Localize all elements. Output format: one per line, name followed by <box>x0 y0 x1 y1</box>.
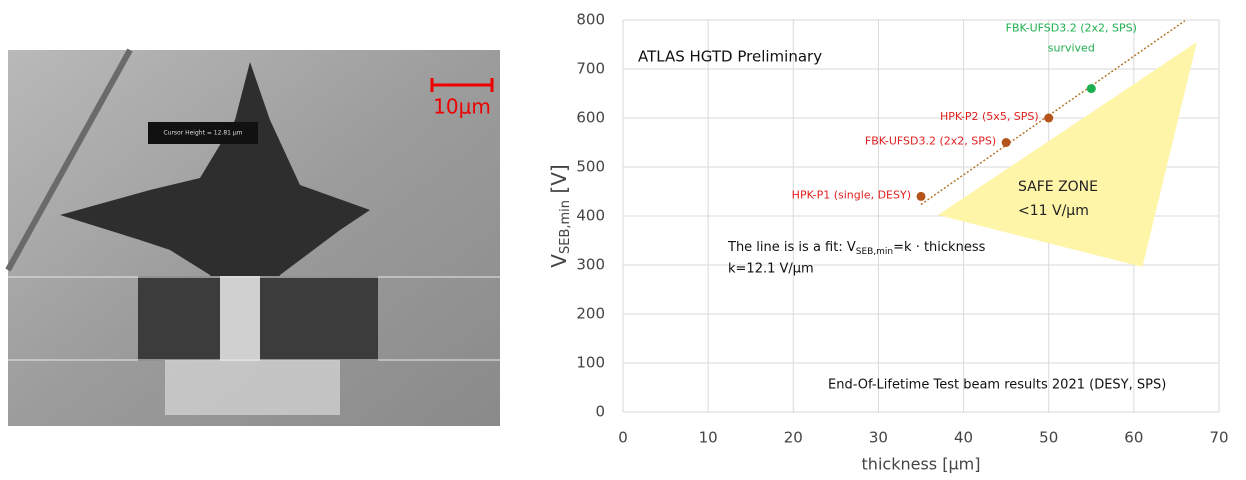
data-point <box>1001 138 1011 147</box>
x-tick-label: 10 <box>699 429 718 447</box>
y-tick-label: 100 <box>576 354 605 372</box>
trench-floor <box>165 360 340 415</box>
y-tick-label: 700 <box>576 60 605 78</box>
safe-zone-label: <11 V/μm <box>1018 203 1089 219</box>
x-tick-label: 0 <box>618 429 628 447</box>
fit-text-post: =k · thickness <box>893 240 985 255</box>
point-label: survived <box>1048 42 1095 55</box>
x-tick-label: 30 <box>869 429 888 447</box>
point-label: HPK-P2 (5x5, SPS) <box>940 110 1039 123</box>
fit-text-pre: The line is is a fit: V <box>727 240 856 255</box>
y-tick-label: 200 <box>576 305 605 323</box>
x-tick-label: 20 <box>784 429 803 447</box>
footnote: End-Of-Lifetime Test beam results 2021 (… <box>828 378 1166 393</box>
data-point <box>916 191 926 201</box>
fit-line <box>920 20 1186 206</box>
y-tick-label: 0 <box>595 403 605 421</box>
point-label: HPK-P1 (single, DESY) <box>792 188 911 201</box>
sem-image: Cursor Height = 12.81 μm 10μm <box>5 48 500 426</box>
y-tick-label: 300 <box>576 256 605 274</box>
x-tick-label: 50 <box>1039 429 1058 447</box>
y-tick-label: 400 <box>576 207 605 225</box>
image-scratch <box>5 48 133 272</box>
safe-zone <box>938 42 1197 267</box>
cursor-box <box>148 122 258 144</box>
x-axis-label: thickness [μm] <box>862 455 981 474</box>
point-label: FBK-UFSD3.2 (2x2, SPS) <box>865 135 996 148</box>
scale-label: 10μm <box>433 95 491 119</box>
fit-text-sub: SEB,min <box>856 247 893 257</box>
x-tick-label: 70 <box>1209 429 1228 447</box>
x-tick-label: 40 <box>954 429 973 447</box>
point-label: FBK-UFSD3.2 (2x2, SPS) <box>1006 22 1137 35</box>
y-label-main: V <box>547 254 571 268</box>
data-point <box>1044 113 1054 123</box>
y-label-sub: SEB,min <box>558 200 573 254</box>
fit-text-line2: k=12.1 V/μm <box>728 262 814 277</box>
data-point <box>1086 84 1096 94</box>
x-tick-label: 60 <box>1124 429 1143 447</box>
trench-wall <box>220 276 260 361</box>
y-tick-label: 600 <box>576 109 605 127</box>
y-tick-label: 800 <box>576 11 605 29</box>
y-label-suffix: [V] <box>547 164 571 200</box>
fit-text: The line is is a fit: VSEB,min=k · thick… <box>727 240 986 257</box>
y-tick-label: 500 <box>576 158 605 176</box>
y-axis-label: VSEB,min [V] <box>547 164 573 267</box>
cursor-label: Cursor Height = 12.81 μm <box>163 130 242 137</box>
safe-zone-label: SAFE ZONE <box>1018 179 1098 195</box>
chart-title: ATLAS HGTD Preliminary <box>638 48 822 66</box>
crater <box>60 62 370 360</box>
chart: 0 100 200 300 400 500 600 700 800 0 10 20 30 40 50 60 70… <box>547 11 1229 474</box>
